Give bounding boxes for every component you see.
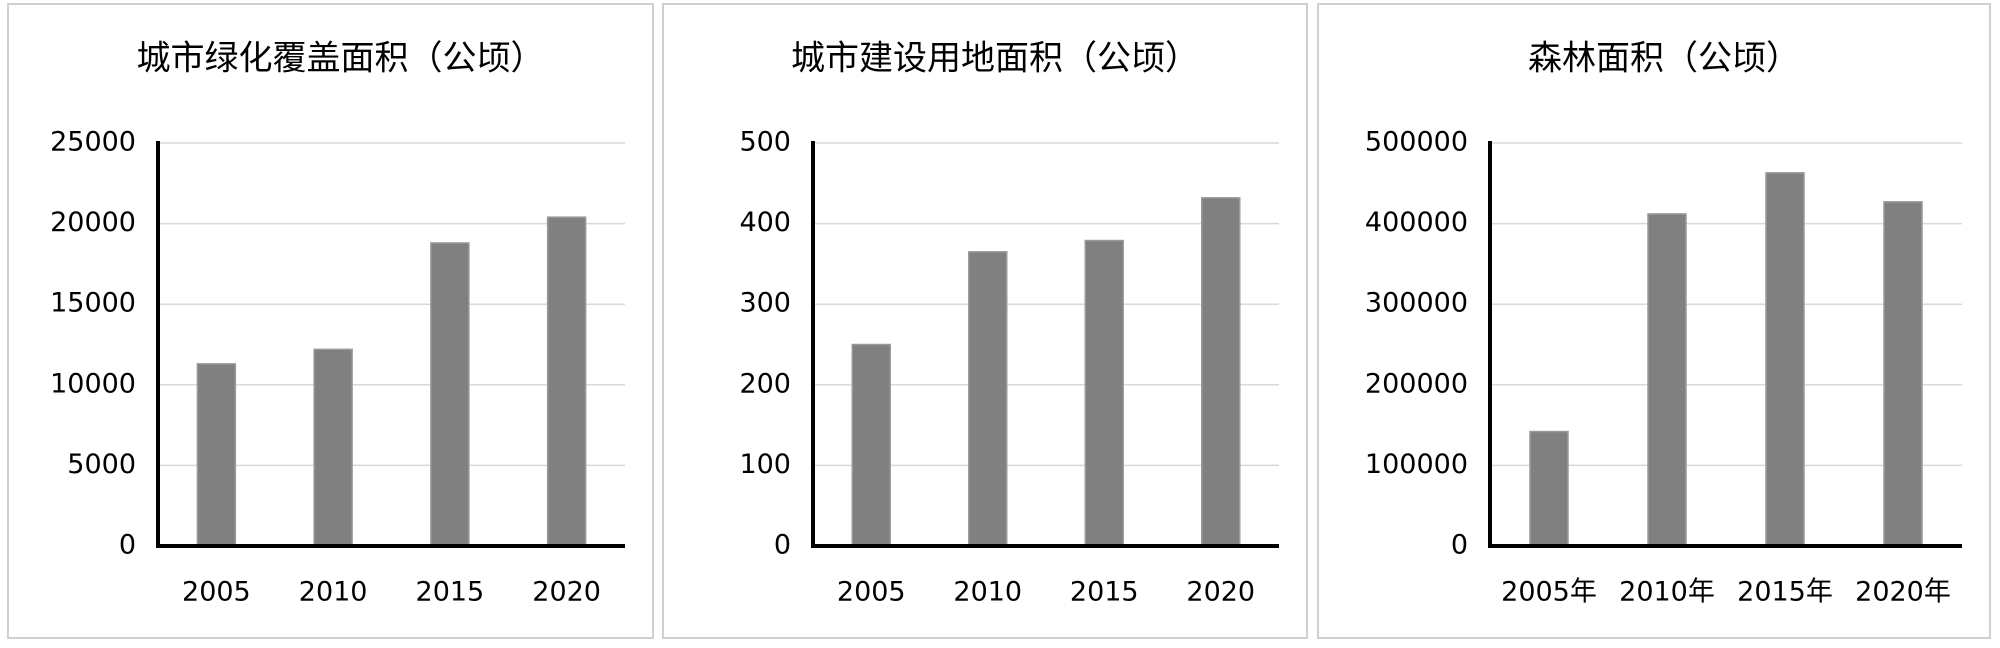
bar [1883,201,1923,547]
bar [1765,172,1805,547]
y-tick-label: 200 [739,368,791,399]
bar [1201,197,1241,547]
bar [196,363,237,547]
chart-panel: 城市绿化覆盖面积（公顷） 0 5000 10000 15000 20000 25000 200… [7,3,654,639]
y-tick-label: 500 [739,127,791,158]
y-tick-label: 300000 [1365,288,1468,319]
y-tick-label: 20000 [50,207,136,238]
x-tick-label: 2015 [1070,577,1139,608]
x-tick-label: 2015年 [1737,577,1833,608]
y-tick-label: 400000 [1365,207,1468,238]
bar [546,216,587,547]
y-tick-label: 500000 [1365,127,1468,158]
y-tick-label: 15000 [50,288,136,319]
bar [313,348,353,547]
chart-panel: 城市建设用地面积（公顷） 0 100 200 300 400 500 2005 2010 2015… [662,3,1308,639]
y-tick-label: 0 [119,530,136,561]
y-tick-label: 100 [739,449,791,480]
x-tick-label: 2020 [532,577,601,608]
bar [851,343,891,547]
chart-title: 城市建设用地面积（公顷） [791,39,1199,79]
y-tick-label: 5000 [67,449,136,480]
x-tick-label: 2010年 [1619,577,1715,608]
x-tick-label: 2010 [953,577,1022,608]
y-tick-label: 400 [739,207,791,238]
bar [968,251,1008,547]
y-tick-label: 25000 [50,127,136,158]
chart-title: 城市绿化覆盖面积（公顷） [137,39,545,79]
chart-title: 森林面积（公顷） [1528,39,1800,79]
bar [1647,213,1687,547]
x-tick-label: 2015 [416,577,485,608]
x-tick-label: 2020年 [1855,577,1951,608]
bar [1084,239,1124,547]
y-tick-label: 10000 [50,368,136,399]
x-tick-label: 2005 [182,577,251,608]
bar [1529,430,1569,547]
y-tick-label: 100000 [1365,449,1468,480]
y-tick-label: 300 [739,288,791,319]
x-tick-label: 2020 [1186,577,1255,608]
y-tick-label: 0 [774,530,791,561]
x-tick-label: 2005 [837,577,906,608]
x-tick-label: 2005年 [1501,577,1597,608]
y-tick-label: 0 [1451,530,1468,561]
chart-panel: 森林面积（公顷） 0 100000 200000 300000 400000 500000 2… [1317,3,1991,639]
y-tick-label: 200000 [1365,368,1468,399]
bar [430,242,470,547]
x-tick-label: 2010 [299,577,368,608]
